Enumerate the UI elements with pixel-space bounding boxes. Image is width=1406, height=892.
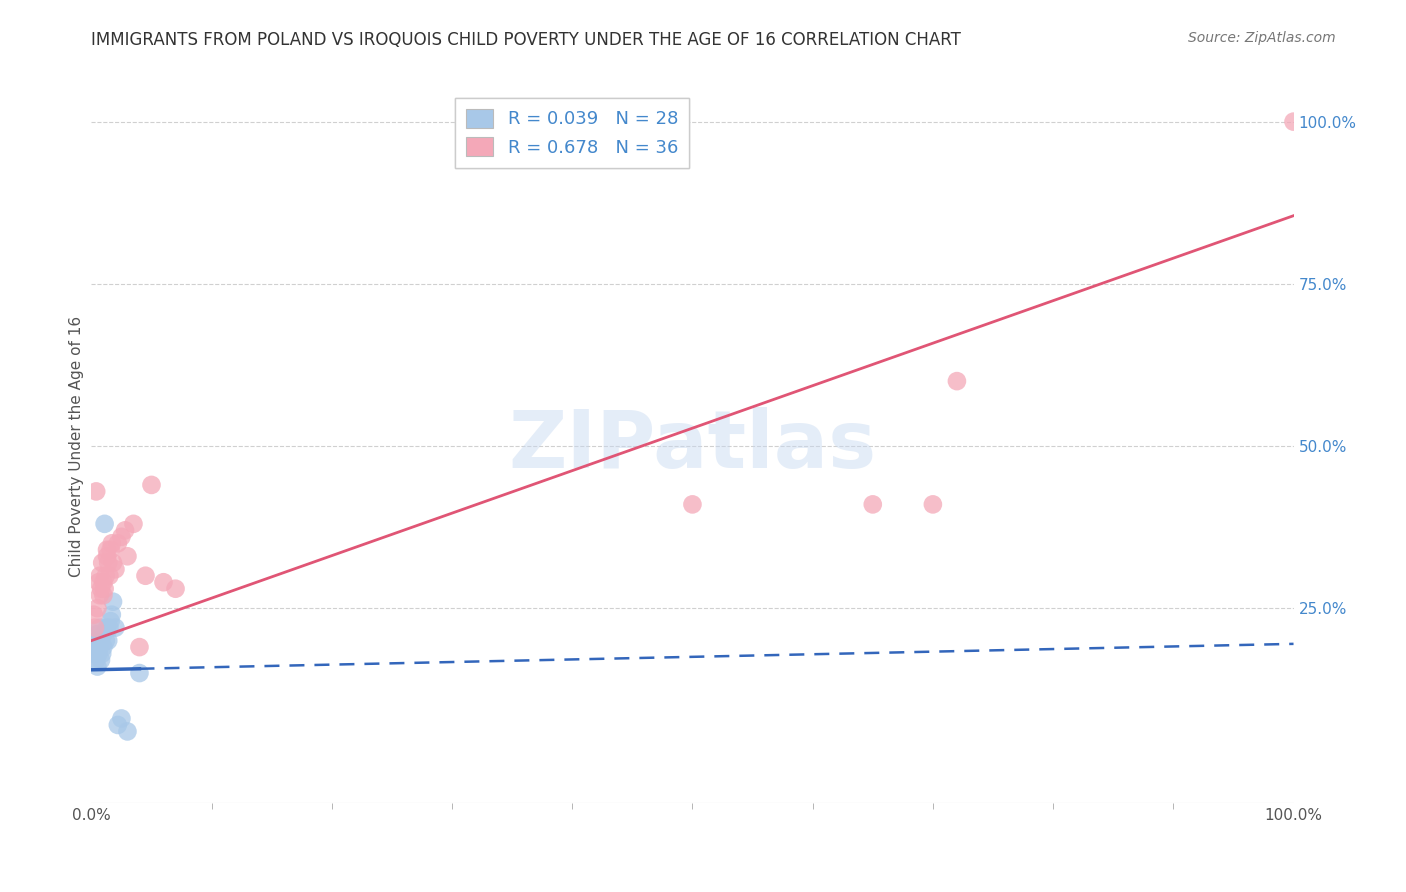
Point <box>87 575 110 590</box>
Point <box>101 556 124 570</box>
Point <box>107 718 129 732</box>
Text: ZIPatlas: ZIPatlas <box>509 407 876 485</box>
Point <box>93 640 115 654</box>
Point <box>93 588 115 602</box>
Legend: R = 0.039   N = 28, R = 0.678   N = 36: R = 0.039 N = 28, R = 0.678 N = 36 <box>456 98 689 168</box>
Point <box>101 536 124 550</box>
Point <box>104 621 127 635</box>
Point <box>1282 114 1305 128</box>
Point <box>90 633 112 648</box>
Point <box>87 647 110 661</box>
Point <box>89 621 111 635</box>
Point <box>83 647 105 661</box>
Point <box>94 633 117 648</box>
Point <box>84 633 107 648</box>
Point <box>110 530 132 544</box>
Point <box>83 607 105 622</box>
Point <box>128 640 150 654</box>
Point <box>84 484 107 499</box>
Point <box>89 588 111 602</box>
Point <box>96 621 118 635</box>
Text: Source: ZipAtlas.com: Source: ZipAtlas.com <box>1188 31 1336 45</box>
Point <box>90 653 112 667</box>
Point <box>84 653 107 667</box>
Point <box>93 516 115 531</box>
Point <box>96 542 118 557</box>
Point <box>681 497 703 511</box>
Point <box>101 607 124 622</box>
Point <box>141 478 163 492</box>
Point <box>96 549 118 564</box>
Point <box>97 556 120 570</box>
Point <box>98 621 121 635</box>
Point <box>862 497 884 511</box>
Point <box>117 724 139 739</box>
Point <box>97 633 120 648</box>
Point <box>104 562 127 576</box>
Point <box>89 640 111 654</box>
Point <box>122 516 145 531</box>
Point <box>86 601 108 615</box>
Point <box>93 627 115 641</box>
Point <box>114 524 136 538</box>
Point <box>134 568 156 582</box>
Point <box>100 614 122 628</box>
Point <box>110 711 132 725</box>
Point <box>922 497 945 511</box>
Point <box>91 556 114 570</box>
Point <box>94 568 117 582</box>
Point <box>100 542 122 557</box>
Point <box>107 536 129 550</box>
Point <box>84 621 107 635</box>
Point <box>101 595 124 609</box>
Y-axis label: Child Poverty Under the Age of 16: Child Poverty Under the Age of 16 <box>69 316 84 576</box>
Point <box>93 582 115 596</box>
Point <box>128 666 150 681</box>
Point <box>117 549 139 564</box>
Point <box>86 627 108 641</box>
Text: IMMIGRANTS FROM POLAND VS IROQUOIS CHILD POVERTY UNDER THE AGE OF 16 CORRELATION: IMMIGRANTS FROM POLAND VS IROQUOIS CHILD… <box>91 31 962 49</box>
Point <box>86 659 108 673</box>
Point <box>90 582 112 596</box>
Point <box>165 582 187 596</box>
Point <box>84 640 107 654</box>
Point <box>152 575 174 590</box>
Point <box>98 568 121 582</box>
Point <box>89 568 111 582</box>
Point <box>93 575 115 590</box>
Point <box>91 647 114 661</box>
Point <box>946 374 969 388</box>
Point <box>87 633 110 648</box>
